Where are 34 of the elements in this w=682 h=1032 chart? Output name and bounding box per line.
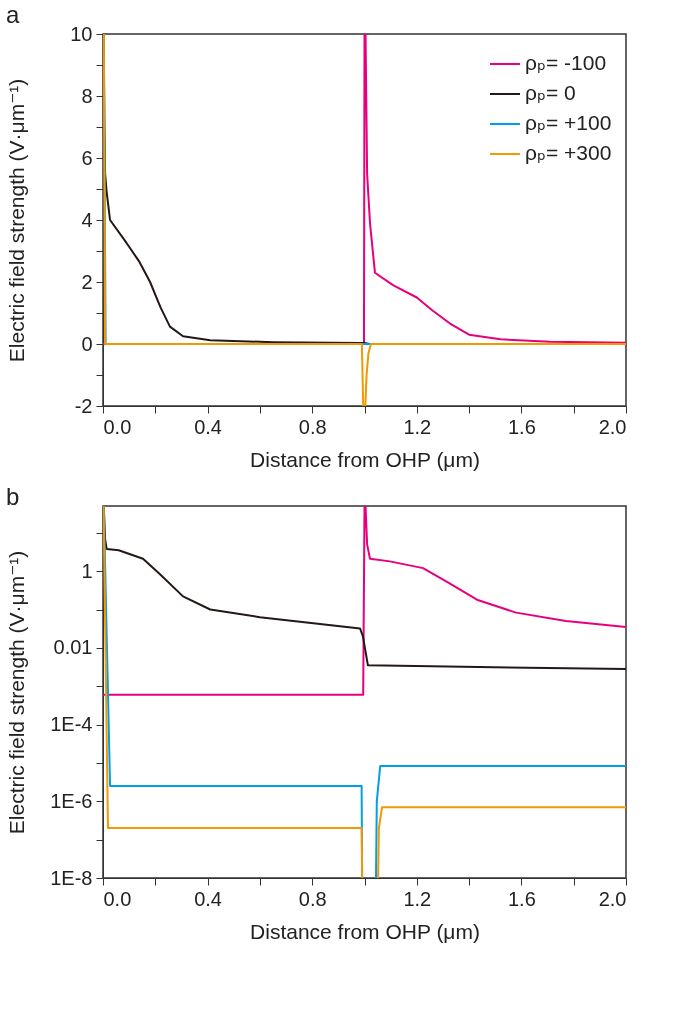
legend-label: ρₚ= +300	[525, 141, 612, 164]
x-tick-label: 0.0	[103, 887, 132, 910]
y-axis-title: Electric field strength (V·μm⁻¹)	[4, 550, 28, 835]
legend-label: ρₚ= +100	[525, 111, 612, 134]
chart-title: a	[6, 1, 20, 28]
x-tick-label: 2.0	[598, 415, 627, 438]
y-tick-label: -2	[74, 394, 93, 417]
x-tick-label: 1.2	[403, 887, 432, 910]
y-tick-label: 6	[81, 146, 93, 169]
x-tick-label: 1.2	[403, 415, 432, 438]
legend-label: ρₚ= -100	[525, 51, 607, 74]
x-tick-label: 0.4	[194, 887, 223, 910]
y-tick-label: 1	[81, 559, 93, 582]
y-tick-label: 0	[81, 332, 93, 355]
y-tick-label: 1E-6	[50, 789, 93, 812]
y-tick-label: 8	[81, 84, 93, 107]
x-tick-label: 2.0	[598, 887, 627, 910]
x-tick-label: 1.6	[507, 887, 536, 910]
y-tick-label: 10	[70, 22, 93, 45]
x-tick-label: 0.8	[298, 887, 327, 910]
y-tick-label: 4	[81, 208, 93, 231]
y-tick-label: 1E-4	[50, 713, 93, 736]
x-tick-label: 0.0	[103, 415, 132, 438]
x-axis-title: Distance from OHP (μm)	[250, 447, 480, 471]
x-axis-title: Distance from OHP (μm)	[250, 919, 480, 943]
x-tick-label: 0.4	[194, 415, 223, 438]
x-tick-label: 0.8	[298, 415, 327, 438]
y-axis-title: Electric field strength (V·μm⁻¹)	[4, 78, 28, 363]
y-tick-label: 0.01	[53, 636, 93, 659]
y-tick-label: 1E-8	[50, 866, 93, 889]
y-tick-label: 2	[81, 270, 93, 293]
legend-label: ρₚ= 0	[525, 81, 576, 104]
x-tick-label: 1.6	[507, 415, 536, 438]
chart-title: b	[6, 483, 20, 510]
